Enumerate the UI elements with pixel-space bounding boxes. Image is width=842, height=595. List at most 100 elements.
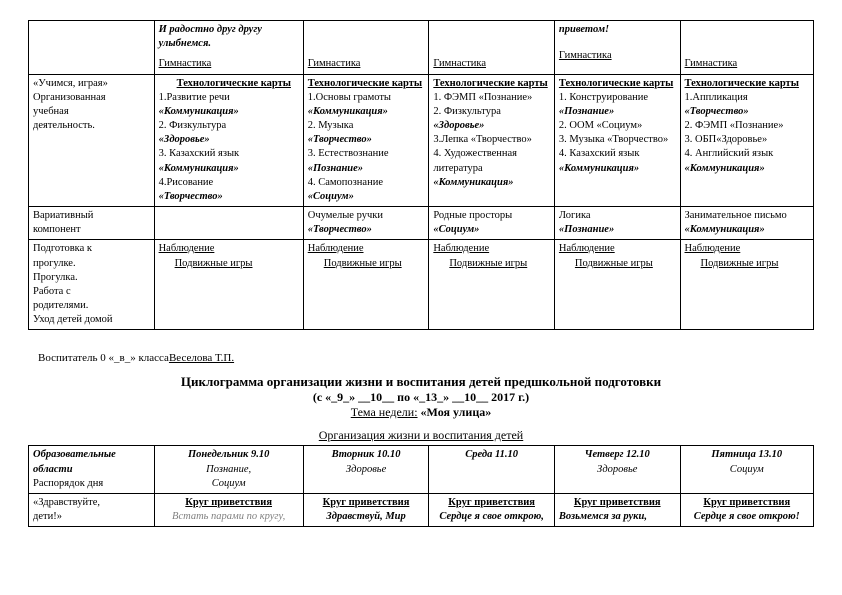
text: 2. ФЭМП «Познание» [685, 120, 784, 131]
text: 1.Аппликация [685, 92, 748, 103]
text: Уход детей домой [33, 314, 113, 325]
text: Гимнастика [685, 58, 738, 69]
day-header: Вторник 10.10 [332, 449, 401, 460]
schedule-table-upper: И радостно друг другу улыбнемся. Гимнаст… [28, 20, 814, 330]
text: учебная [33, 106, 69, 117]
cell: Гимнастика [429, 21, 555, 75]
text: Встать парами по кругу, [172, 511, 285, 522]
text: Социум [212, 478, 246, 489]
tech-card-header: Технологические карты [685, 78, 799, 89]
cell: Гимнастика [303, 21, 429, 75]
table-row: «Здравствуйте, дети!» Круг приветствия В… [29, 493, 814, 526]
date-range: (с «_9_» __10__ по «_13_» __10__ 2017 г.… [28, 390, 814, 405]
cell: «Здравствуйте, дети!» [29, 493, 155, 526]
signature-line: Воспитатель 0 «_в_» классаВеселова Т.П. [38, 352, 814, 364]
observation-label: Наблюдение [159, 243, 215, 254]
text: Гимнастика [159, 58, 212, 69]
cell: Занимательное письмо «Коммуникация» [680, 207, 813, 240]
day-header: Пятница 13.10 [711, 449, 782, 460]
text: Гимнастика [308, 58, 361, 69]
text: Вариативный [33, 210, 93, 221]
text: 1.Развитие речи [159, 92, 230, 103]
text: «Творчество» [685, 106, 749, 117]
play-label: Подвижные игры [159, 257, 253, 271]
greeting-circle: Круг приветствия [323, 497, 410, 508]
cell: Подготовка к прогулке. Прогулка. Работа … [29, 240, 155, 330]
text: Возьмемся за руки, [559, 510, 676, 524]
text: Подготовка к [33, 243, 92, 254]
cell: Образовательные области Распорядок дня [29, 446, 155, 494]
tech-card-header: Технологические карты [308, 78, 422, 89]
tech-card-header: Технологические карты [159, 77, 291, 91]
text: И радостно друг другу [159, 24, 262, 35]
cell: Наблюдение Подвижные игры [303, 240, 429, 330]
table-row: Вариативный компонент Очумелые ручки «Тв… [29, 207, 814, 240]
text: «Учимся, играя» [33, 78, 108, 89]
text: «Коммуникация» [685, 163, 765, 174]
text: 3. Музыка «Творчество» [559, 134, 668, 145]
text: Организованная [33, 92, 106, 103]
text: «Творчество» [159, 191, 223, 202]
text: Распорядок дня [33, 478, 103, 489]
cell: Наблюдение Подвижные игры [429, 240, 555, 330]
text: 4. Художественная [433, 148, 517, 159]
text: 2. ООМ «Социум» [559, 120, 642, 131]
section-heading: Организация жизни и воспитания детей [28, 428, 814, 443]
cell: Родные просторы «Социум» [429, 207, 555, 240]
text: Социум [730, 464, 764, 475]
text: «Творчество» [308, 224, 372, 235]
text: улыбнемся. [159, 38, 211, 49]
text: 2. Физкультура [433, 106, 501, 117]
day-header: Среда 11.10 [465, 449, 518, 460]
play-label: Подвижные игры [559, 257, 653, 271]
cell: Технологические карты 1.Аппликация «Твор… [680, 74, 813, 207]
text: Здравствуй, Мир [326, 511, 405, 522]
text: «Познание» [308, 163, 363, 174]
theme-value: «Моя улица» [418, 405, 492, 419]
text: 4. Самопознание [308, 177, 383, 188]
observation-label: Наблюдение [685, 243, 741, 254]
cell: Технологические карты 1. Конструирование… [554, 74, 680, 207]
text: 3. Казахский язык [159, 148, 240, 159]
text: «Социум» [433, 224, 479, 235]
text: «Коммуникация» [559, 163, 639, 174]
text: «Коммуникация» [159, 106, 239, 117]
day-header: Четверг 12.10 [585, 449, 650, 460]
cell: Вариативный компонент [29, 207, 155, 240]
theme-label: Тема недели: [351, 405, 418, 419]
table-row: Образовательные области Распорядок дня П… [29, 446, 814, 494]
text: 4.Рисование [159, 177, 214, 188]
text: деятельность. [33, 120, 95, 131]
text: литература [433, 163, 482, 174]
play-label: Подвижные игры [308, 257, 402, 271]
text: Сердце я свое открою! [694, 511, 800, 522]
cell: Гимнастика [680, 21, 813, 75]
text: «Познание» [559, 224, 614, 235]
cell: Логика «Познание» [554, 207, 680, 240]
text: «Коммуникация» [159, 163, 239, 174]
day-header: Понедельник 9.10 [188, 449, 269, 460]
cell: Технологические карты 1.Основы грамоты «… [303, 74, 429, 207]
cell: Понедельник 9.10 Познание, Социум [154, 446, 303, 494]
text: Образовательные [33, 449, 116, 460]
text: Здоровье [597, 464, 637, 475]
text: Здоровье [346, 464, 386, 475]
cell: «Учимся, играя» Организованная учебная д… [29, 74, 155, 207]
tech-card-header: Технологические карты [433, 78, 547, 89]
signature-name: Веселова Т.П. [169, 352, 234, 364]
cell [29, 21, 155, 75]
text: Познание, [206, 464, 251, 475]
cell: Круг приветствия Встать парами по кругу, [154, 493, 303, 526]
table-row: Подготовка к прогулке. Прогулка. Работа … [29, 240, 814, 330]
table-row: И радостно друг другу улыбнемся. Гимнаст… [29, 21, 814, 75]
text: Очумелые ручки [308, 210, 383, 221]
tech-card-header: Технологические карты [559, 78, 673, 89]
text: 1. ФЭМП «Познание» [433, 92, 532, 103]
text: 4. Английский язык [685, 148, 774, 159]
text: 2. Физкультура [159, 120, 227, 131]
text: 3. ОБП«Здоровье» [685, 134, 768, 145]
cell: Круг приветствия Здравствуй, Мир [303, 493, 429, 526]
cell [154, 207, 303, 240]
text: Гимнастика [559, 50, 612, 61]
text: «Социум» [308, 191, 354, 202]
